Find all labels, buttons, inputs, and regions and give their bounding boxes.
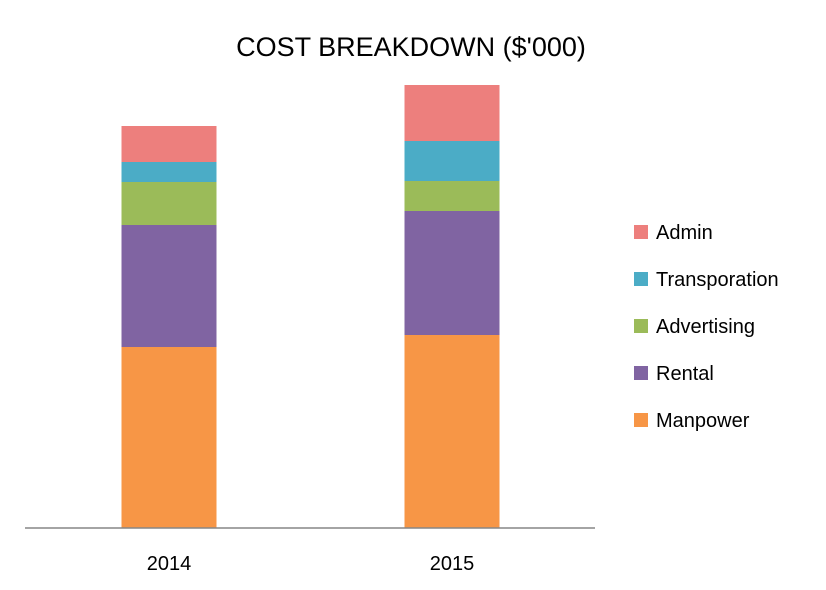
legend-swatch bbox=[634, 225, 648, 239]
bars-layer bbox=[121, 85, 500, 528]
bar-2015-admin bbox=[404, 85, 500, 141]
legend: Admin Transporation Advertising Rental Manpo… bbox=[634, 222, 779, 432]
x-tick-labels: 2014 2015 bbox=[147, 553, 475, 575]
legend-item-rental: Rental bbox=[634, 363, 714, 385]
legend-swatch bbox=[634, 272, 648, 286]
legend-item-advertising: Advertising bbox=[634, 316, 755, 338]
legend-item-transporation: Transporation bbox=[634, 269, 779, 291]
legend-label: Admin bbox=[656, 222, 713, 244]
bar-2015-rental bbox=[404, 211, 500, 335]
bar-2014-rental bbox=[121, 225, 217, 347]
bar-2015-transporation bbox=[404, 141, 500, 181]
x-tick-label: 2015 bbox=[430, 553, 475, 575]
legend-label: Rental bbox=[656, 363, 714, 385]
chart-title: COST BREAKDOWN ($'000) bbox=[236, 32, 586, 62]
bar-2015-manpower bbox=[404, 335, 500, 528]
x-tick-label: 2014 bbox=[147, 553, 192, 575]
legend-label: Advertising bbox=[656, 316, 755, 338]
legend-label: Transporation bbox=[656, 269, 779, 291]
legend-swatch bbox=[634, 366, 648, 380]
bar-2015-advertising bbox=[404, 181, 500, 211]
bar-2014-admin bbox=[121, 126, 217, 162]
legend-swatch bbox=[634, 319, 648, 333]
legend-item-admin: Admin bbox=[634, 222, 713, 244]
bar-2014-advertising bbox=[121, 182, 217, 225]
bar-2014-transporation bbox=[121, 162, 217, 182]
bar-2014-manpower bbox=[121, 347, 217, 528]
legend-item-manpower: Manpower bbox=[634, 410, 750, 432]
legend-swatch bbox=[634, 413, 648, 427]
legend-label: Manpower bbox=[656, 410, 750, 432]
